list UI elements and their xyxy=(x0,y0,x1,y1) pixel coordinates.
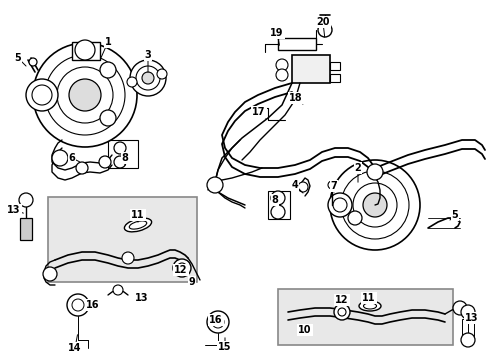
Bar xyxy=(278,38,315,50)
Circle shape xyxy=(114,142,126,154)
Circle shape xyxy=(130,60,165,96)
Text: 2: 2 xyxy=(354,163,361,173)
Circle shape xyxy=(52,150,68,166)
Text: 13: 13 xyxy=(135,293,148,303)
Circle shape xyxy=(275,59,287,71)
Text: 17: 17 xyxy=(252,107,265,117)
Circle shape xyxy=(113,285,123,295)
Text: 20: 20 xyxy=(316,17,329,27)
Circle shape xyxy=(297,182,307,192)
Circle shape xyxy=(122,252,134,264)
Text: 9: 9 xyxy=(188,277,195,287)
Circle shape xyxy=(157,69,167,79)
Circle shape xyxy=(460,333,474,347)
Circle shape xyxy=(32,85,52,105)
Circle shape xyxy=(69,79,101,111)
Circle shape xyxy=(340,171,408,239)
Circle shape xyxy=(362,193,386,217)
Circle shape xyxy=(43,267,57,281)
Text: 11: 11 xyxy=(131,210,144,220)
Circle shape xyxy=(26,79,58,111)
Circle shape xyxy=(19,193,33,207)
Circle shape xyxy=(100,110,116,126)
Text: 13: 13 xyxy=(7,205,20,215)
Circle shape xyxy=(177,263,186,273)
Ellipse shape xyxy=(363,303,376,309)
Circle shape xyxy=(100,62,116,78)
Text: 8: 8 xyxy=(122,153,128,163)
Circle shape xyxy=(136,66,160,90)
Text: 5: 5 xyxy=(451,210,457,220)
Ellipse shape xyxy=(358,301,380,311)
Circle shape xyxy=(206,177,223,193)
Text: 7: 7 xyxy=(330,181,337,191)
Circle shape xyxy=(329,160,419,250)
Text: 8: 8 xyxy=(271,195,278,205)
Circle shape xyxy=(99,156,111,168)
Circle shape xyxy=(270,205,285,219)
Circle shape xyxy=(127,77,137,87)
Circle shape xyxy=(275,69,287,81)
Text: 15: 15 xyxy=(218,342,231,352)
Circle shape xyxy=(347,211,361,225)
Text: 12: 12 xyxy=(174,265,187,275)
Circle shape xyxy=(67,294,89,316)
Text: 5: 5 xyxy=(15,53,21,63)
Circle shape xyxy=(352,183,396,227)
Circle shape xyxy=(57,67,113,123)
Circle shape xyxy=(173,259,191,277)
Circle shape xyxy=(33,43,137,147)
Circle shape xyxy=(327,181,335,189)
Circle shape xyxy=(206,311,228,333)
Text: 4: 4 xyxy=(291,180,298,190)
Circle shape xyxy=(212,316,224,328)
Text: 3: 3 xyxy=(144,50,151,60)
Text: 11: 11 xyxy=(362,293,375,303)
Circle shape xyxy=(327,193,351,217)
Circle shape xyxy=(452,301,466,315)
Bar xyxy=(329,62,339,70)
Circle shape xyxy=(29,58,37,66)
Bar xyxy=(278,289,452,345)
Text: 16: 16 xyxy=(86,300,100,310)
Text: 16: 16 xyxy=(209,315,223,325)
Text: 1: 1 xyxy=(104,37,111,47)
Ellipse shape xyxy=(124,218,151,232)
Bar xyxy=(291,55,329,83)
Circle shape xyxy=(114,156,126,168)
Circle shape xyxy=(333,304,349,320)
Bar xyxy=(108,140,138,168)
Circle shape xyxy=(142,72,154,84)
Text: 13: 13 xyxy=(464,313,478,323)
Circle shape xyxy=(460,305,474,319)
Text: 18: 18 xyxy=(288,93,302,103)
Circle shape xyxy=(270,191,285,205)
Circle shape xyxy=(337,308,346,316)
Text: 10: 10 xyxy=(298,325,311,335)
Circle shape xyxy=(76,162,88,174)
Bar xyxy=(267,191,289,219)
Bar xyxy=(72,42,100,60)
Text: 14: 14 xyxy=(68,343,81,353)
Circle shape xyxy=(72,299,84,311)
Text: 19: 19 xyxy=(270,28,283,38)
Circle shape xyxy=(366,164,382,180)
Circle shape xyxy=(45,55,125,135)
Text: 6: 6 xyxy=(68,153,75,163)
Circle shape xyxy=(332,198,346,212)
Text: 12: 12 xyxy=(335,295,348,305)
Ellipse shape xyxy=(129,221,146,229)
Bar xyxy=(48,197,197,282)
Bar xyxy=(329,74,339,82)
Bar xyxy=(20,218,32,240)
Circle shape xyxy=(317,23,331,37)
Circle shape xyxy=(75,40,95,60)
Bar xyxy=(461,319,473,340)
